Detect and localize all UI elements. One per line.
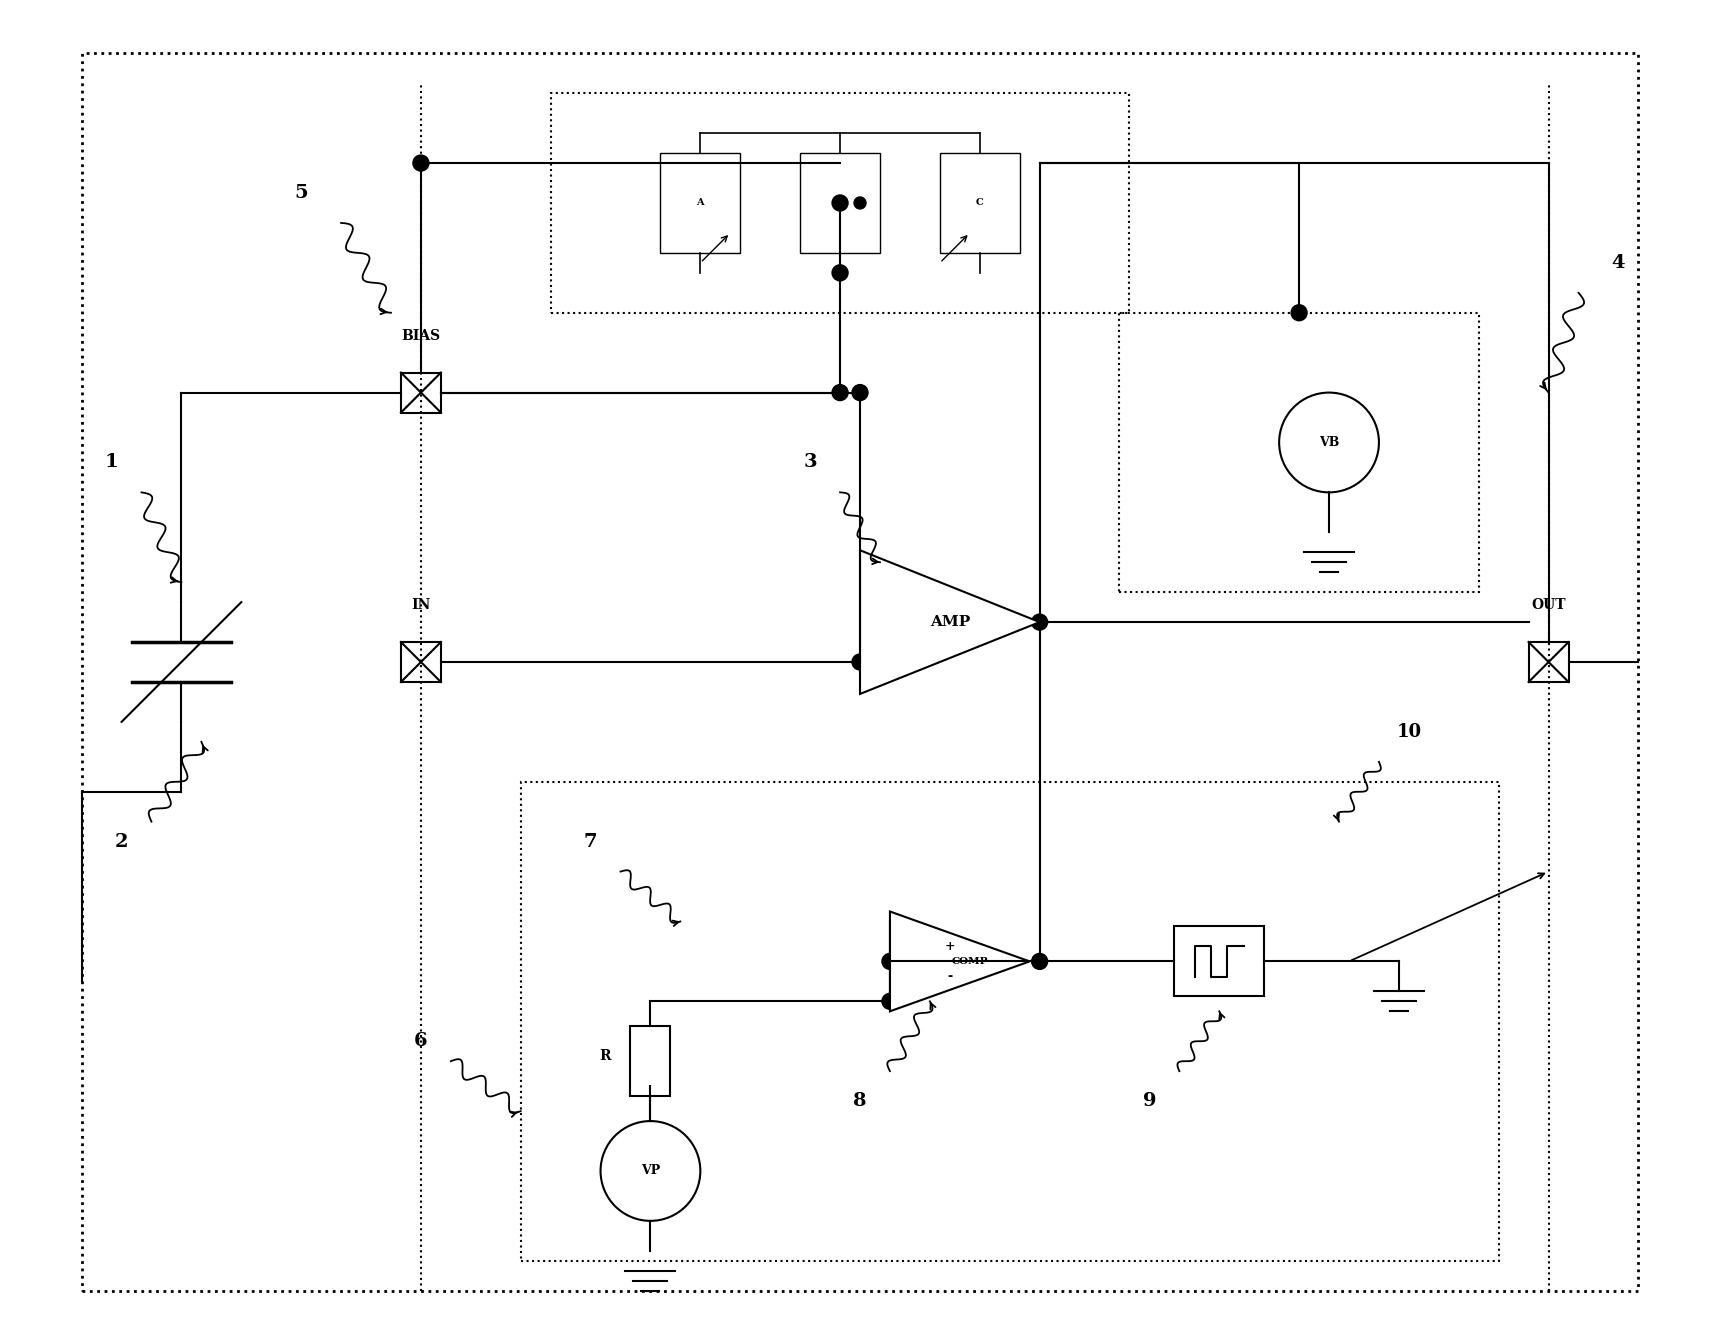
Text: 8: 8	[854, 1092, 867, 1110]
Circle shape	[833, 264, 848, 280]
Polygon shape	[1529, 641, 1569, 682]
Text: A: A	[696, 199, 703, 208]
Text: B: B	[836, 199, 845, 208]
Text: -: -	[947, 970, 952, 982]
Text: OUT: OUT	[1531, 599, 1566, 612]
Text: 1: 1	[105, 454, 119, 471]
Text: 7: 7	[584, 832, 598, 851]
Circle shape	[881, 993, 899, 1009]
Text: 9: 9	[1142, 1092, 1156, 1110]
Circle shape	[1291, 305, 1306, 321]
Text: COMP: COMP	[952, 957, 988, 966]
Text: C: C	[976, 199, 983, 208]
Polygon shape	[890, 911, 1030, 1012]
Polygon shape	[861, 550, 1040, 694]
Text: 5: 5	[294, 184, 308, 203]
Circle shape	[833, 195, 848, 211]
Circle shape	[1279, 393, 1379, 493]
Circle shape	[601, 1121, 700, 1221]
Text: +: +	[945, 939, 956, 953]
Polygon shape	[401, 373, 441, 412]
Circle shape	[413, 156, 429, 170]
Polygon shape	[401, 641, 441, 682]
Circle shape	[1032, 615, 1047, 631]
Text: VP: VP	[641, 1165, 660, 1177]
Text: BIAS: BIAS	[401, 329, 441, 342]
Text: 3: 3	[804, 454, 817, 471]
Text: 4: 4	[1612, 254, 1626, 272]
Circle shape	[881, 953, 899, 969]
Circle shape	[854, 197, 866, 209]
Text: R: R	[600, 1049, 610, 1063]
Circle shape	[852, 654, 867, 670]
Text: 10: 10	[1396, 723, 1422, 741]
Circle shape	[1032, 953, 1047, 969]
Text: IN: IN	[411, 599, 430, 612]
Text: VB: VB	[1318, 436, 1339, 450]
Circle shape	[833, 385, 848, 400]
Text: 2: 2	[114, 832, 128, 851]
Circle shape	[852, 385, 867, 400]
Text: 6: 6	[415, 1032, 429, 1051]
Text: AMP: AMP	[930, 615, 969, 629]
